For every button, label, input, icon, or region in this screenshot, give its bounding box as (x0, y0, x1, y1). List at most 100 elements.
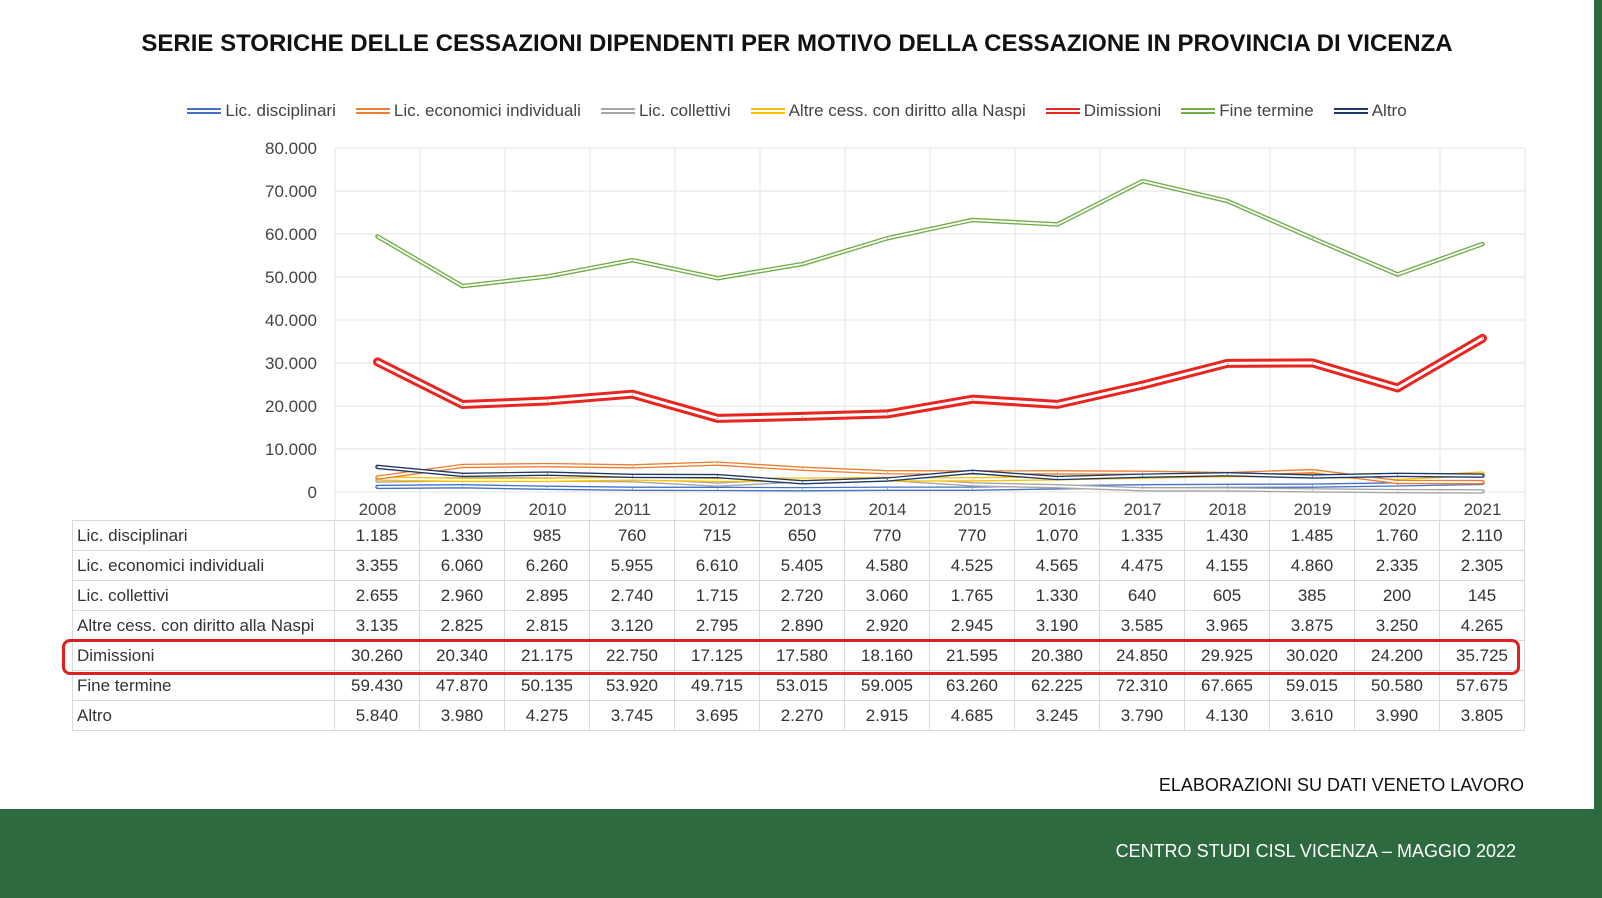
data-point (1482, 481, 1483, 483)
table-cell: 3.250 (1354, 610, 1440, 641)
data-point (1482, 475, 1483, 477)
data-point (1312, 470, 1313, 472)
data-point (547, 487, 548, 489)
data-point (377, 361, 378, 363)
data-point (1142, 180, 1143, 182)
table-cell: 53.920 (589, 670, 675, 701)
series-line-inner (376, 465, 1484, 484)
table-cell: 3.805 (1439, 700, 1525, 731)
footer-text: CENTRO STUDI CISL VICENZA – MAGGIO 2022 (1115, 841, 1516, 861)
table-cell: 2.270 (759, 700, 845, 731)
data-point (632, 259, 633, 261)
table-cell: 21.175 (504, 640, 590, 671)
table-cell: 605 (1184, 580, 1270, 611)
data-point (717, 479, 718, 481)
data-point (1057, 471, 1058, 473)
table-cell: 3.060 (844, 580, 930, 611)
data-point (802, 468, 803, 470)
data-point (632, 393, 633, 395)
table-cell: 59.005 (844, 670, 930, 701)
x-tick-label: 2017 (1124, 500, 1162, 519)
data-point (462, 485, 463, 487)
table-cell: 67.665 (1184, 670, 1270, 701)
data-point (802, 479, 803, 481)
legend-label: Dimissioni (1083, 101, 1162, 120)
data-point (462, 474, 463, 476)
data-point (1312, 485, 1313, 487)
data-point (717, 484, 718, 486)
table-cell: 4.860 (1269, 550, 1355, 581)
table-cell: 2.305 (1439, 550, 1525, 581)
table-cell: 4.475 (1099, 550, 1185, 581)
table-cell: 2.960 (419, 580, 505, 611)
data-point (802, 488, 803, 490)
table-cell: 3.355 (334, 550, 420, 581)
table-cell: 2.945 (929, 610, 1015, 641)
footer-bar: CENTRO STUDI CISL VICENZA – MAGGIO 2022 (0, 809, 1594, 898)
table-cell: 47.870 (419, 670, 505, 701)
series-line-inner (376, 336, 1484, 420)
table-cell: 1.070 (1014, 520, 1100, 551)
table-cell: 2.895 (504, 580, 590, 611)
data-point (1057, 403, 1058, 405)
data-point (717, 475, 718, 477)
data-point (1312, 362, 1313, 364)
table-cell: 18.160 (844, 640, 930, 671)
data-point (632, 478, 633, 480)
data-point (887, 478, 888, 480)
table-row: Lic. collettivi 2.655 2.960 2.895 2.740 1.715… (72, 580, 1525, 611)
source-note: ELABORAZIONI SU DATI VENETO LAVORO (1158, 775, 1524, 795)
x-tick-label: 2008 (359, 500, 397, 519)
table-row: Dimissioni 30.260 20.340 21.175 22.750 17.125… (72, 640, 1525, 671)
data-point (972, 483, 973, 485)
data-point (462, 404, 463, 406)
chart-title: SERIE STORICHE DELLE CESSAZIONI DIPENDEN… (141, 30, 1453, 57)
table-cell: 3.135 (334, 610, 420, 641)
table-cell: 770 (844, 520, 930, 551)
y-tick-label: 10.000 (265, 440, 317, 459)
table-cell: 4.275 (504, 700, 590, 731)
table-cell: 4.525 (929, 550, 1015, 581)
legend-swatch (187, 108, 222, 114)
data-point (1057, 223, 1058, 225)
x-tick-label: 2009 (444, 500, 482, 519)
legend-label: Lic. collettivi (638, 101, 731, 120)
data-point (1227, 200, 1228, 202)
data-point (1142, 475, 1143, 477)
data-point (377, 235, 378, 237)
data-point (972, 219, 973, 221)
data-point (547, 473, 548, 475)
legend-item: Altro (1333, 101, 1407, 121)
data-point (972, 488, 973, 490)
table-cell: 3.875 (1269, 610, 1355, 641)
table-cell: 50.580 (1354, 670, 1440, 701)
data-point (972, 478, 973, 480)
data-point (887, 413, 888, 415)
data-point (1397, 274, 1398, 276)
data-point (547, 464, 548, 466)
table-row: Fine termine 59.430 47.870 50.135 53.920 49.7… (72, 670, 1525, 701)
data-point (1312, 475, 1313, 477)
table-cell: 29.925 (1184, 640, 1270, 671)
table-cell: 3.745 (589, 700, 675, 731)
x-tick-label: 2018 (1209, 500, 1247, 519)
table-cell: 1.185 (334, 520, 420, 551)
legend-item: Dimissioni (1045, 101, 1162, 121)
data-point (1482, 490, 1483, 492)
data-point (1397, 474, 1398, 476)
table-row: Altro 5.840 3.980 4.275 3.745 3.695 2.270 2.915… (72, 700, 1525, 731)
right-edge-bar (1594, 0, 1602, 898)
table-cell: 5.840 (334, 700, 420, 731)
data-point (717, 277, 718, 279)
y-tick-label: 30.000 (265, 354, 317, 373)
legend-label: Altro (1371, 101, 1407, 120)
table-cell: 2.110 (1439, 520, 1525, 551)
y-tick-label: 20.000 (265, 397, 317, 416)
row-label: Lic. economici individuali (72, 550, 335, 581)
table-cell: 1.335 (1099, 520, 1185, 551)
legend-label: Lic. economici individuali (393, 101, 581, 120)
table-cell: 770 (929, 520, 1015, 551)
legend-label: Fine termine (1219, 101, 1314, 120)
table-cell: 2.740 (589, 580, 675, 611)
dimissioni-highlight (62, 639, 1520, 675)
